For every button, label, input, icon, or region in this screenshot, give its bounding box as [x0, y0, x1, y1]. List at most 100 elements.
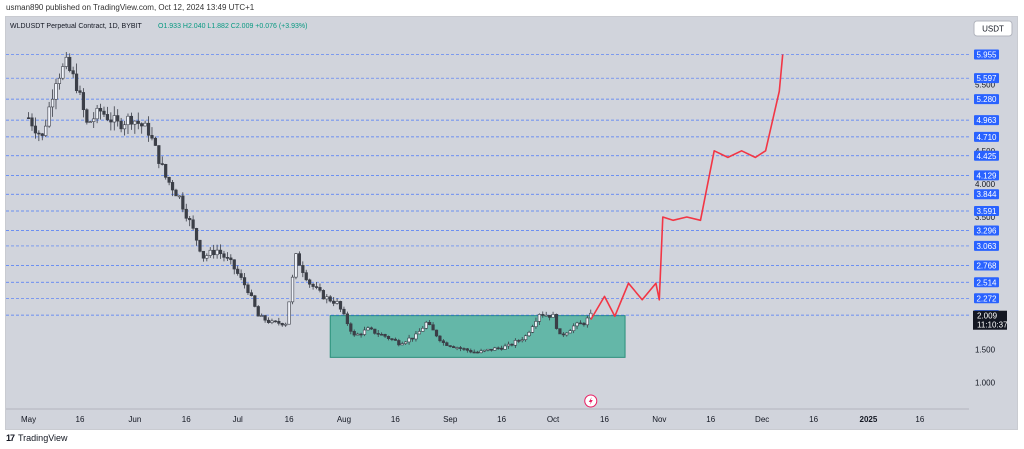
candle-body — [64, 56, 68, 67]
candle-body — [208, 249, 212, 256]
candle-body — [332, 300, 336, 304]
candle-body — [225, 257, 229, 259]
candle-body — [280, 323, 284, 326]
level-tag-label: 5.955 — [976, 50, 997, 59]
candle-body — [260, 315, 264, 317]
candle-body — [486, 348, 490, 351]
candle-body — [191, 219, 195, 229]
candle-body — [410, 337, 415, 340]
x-tick-label: May — [21, 415, 36, 424]
candle-body — [232, 259, 236, 270]
candle-body — [452, 346, 456, 348]
candle-body — [194, 228, 199, 241]
candle-body — [215, 249, 219, 256]
candle-body — [170, 182, 175, 191]
price-chart[interactable]: 1.0001.5002.0003.5004.0004.5005.5005.955… — [6, 17, 1018, 430]
candle-body — [102, 110, 106, 115]
candle-body — [236, 268, 240, 274]
candle-body — [184, 208, 188, 219]
level-tag: 4.425 — [974, 150, 999, 161]
candle-body — [537, 314, 541, 322]
level-tag: 3.063 — [974, 240, 999, 251]
candle-body — [287, 301, 291, 325]
candle-body — [431, 324, 435, 331]
candle-body — [469, 350, 473, 353]
candle-body — [393, 338, 397, 341]
candle-body — [81, 92, 86, 110]
candle-body — [212, 249, 216, 256]
candle-body — [294, 253, 298, 278]
candle-body — [448, 345, 452, 347]
candle-body — [376, 333, 380, 335]
candle-body — [133, 120, 137, 125]
candle-body — [554, 314, 559, 329]
candle-body — [297, 253, 301, 266]
candle-body — [462, 348, 466, 350]
candle-body — [500, 347, 504, 350]
candle-body — [342, 308, 346, 315]
candle-body — [541, 314, 545, 316]
candle-body — [386, 336, 391, 339]
candle-body — [441, 340, 445, 343]
candle-body — [476, 351, 480, 354]
candle-body — [263, 315, 267, 321]
x-tick-label: Oct — [547, 415, 560, 424]
level-tag-label: 3.844 — [976, 190, 997, 199]
y-tick-label: 5.500 — [975, 81, 996, 90]
level-tag: 2.768 — [974, 260, 999, 271]
level-tag-label: 5.280 — [976, 95, 997, 104]
publish-caption: usman890 published on TradingView.com, O… — [6, 3, 255, 12]
candle-body — [242, 277, 247, 286]
candle-body — [380, 333, 384, 336]
footer: 17 TradingView — [6, 433, 68, 443]
candle-body — [472, 351, 476, 354]
candle-body — [284, 323, 288, 326]
level-tag-bg — [974, 150, 999, 161]
candle-body — [112, 115, 116, 123]
candle-body — [105, 114, 110, 121]
candle-body — [366, 327, 370, 331]
level-tag-bg — [974, 225, 999, 236]
candle-body — [246, 284, 250, 293]
y-tick-label: 4.000 — [975, 180, 996, 189]
candle-body — [544, 314, 548, 317]
candle-body — [578, 322, 583, 325]
candle-body — [146, 122, 151, 136]
candle-body — [85, 109, 89, 123]
candle-body — [33, 125, 38, 134]
candle-body — [534, 321, 538, 327]
candle-body — [568, 330, 572, 334]
candle-body — [160, 163, 164, 165]
candle-body — [253, 295, 257, 307]
candle-body — [30, 117, 34, 127]
candle-body — [321, 290, 325, 300]
candle-body — [572, 325, 576, 331]
candle-body — [68, 56, 72, 71]
level-tag-bg — [974, 131, 999, 142]
candle-body — [140, 123, 144, 127]
x-tick-label: 16 — [915, 415, 924, 424]
candle-body — [407, 337, 411, 343]
level-tag-bg — [974, 94, 999, 105]
level-tag-bg — [974, 293, 999, 304]
candle-body — [503, 345, 507, 350]
candle-body — [510, 343, 514, 346]
candle-body — [362, 329, 367, 335]
candle-body — [74, 73, 79, 92]
candle-body — [400, 343, 404, 346]
candle-body — [71, 70, 75, 75]
y-tick-label: 3.500 — [975, 213, 996, 222]
candle-body — [57, 77, 62, 84]
currency-button[interactable]: USDT — [973, 20, 1013, 37]
lightning-bolt-icon — [588, 397, 593, 405]
x-tick-label: Aug — [337, 415, 351, 424]
candle-body — [311, 283, 315, 287]
candle-body — [496, 347, 500, 350]
x-tick-label: 16 — [285, 415, 294, 424]
chart-panel[interactable]: 1.0001.5002.0003.5004.0004.5005.5005.955… — [5, 16, 1018, 430]
candle-body — [575, 322, 579, 327]
demand-zone — [329, 315, 626, 358]
candle-body — [479, 350, 483, 354]
last-price-bg — [973, 310, 1007, 330]
candle-body — [301, 265, 305, 273]
